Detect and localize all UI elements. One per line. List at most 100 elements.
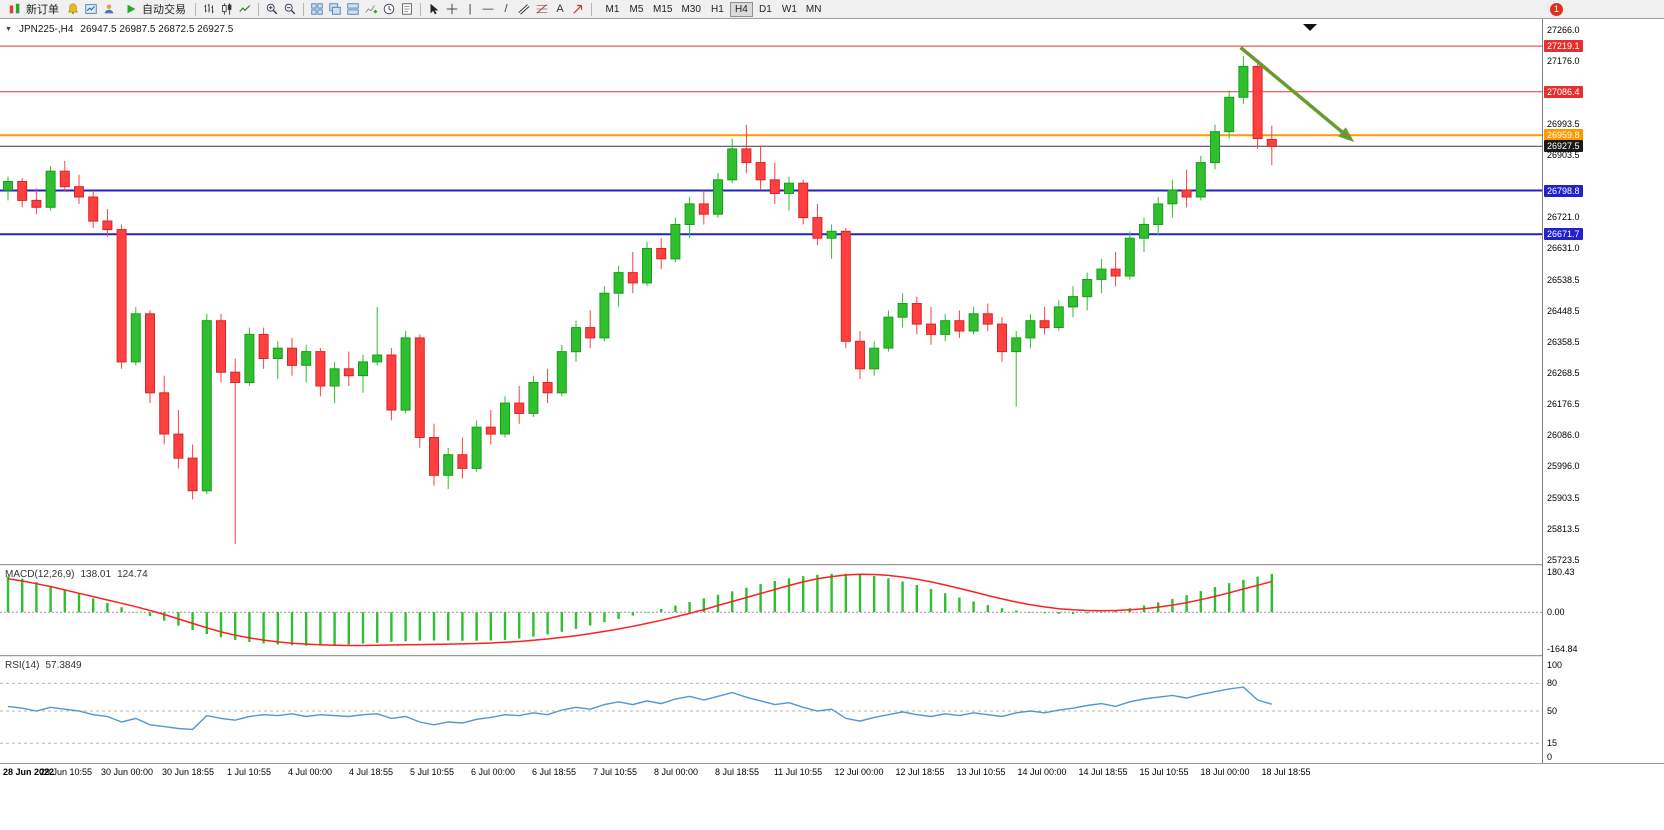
time-axis-label: 12 Jul 00:00 xyxy=(834,767,884,777)
timeframe-M30[interactable]: M30 xyxy=(681,3,701,15)
macd-axis-label: -164.84 xyxy=(1547,644,1578,654)
price-axis-label: 26268.5 xyxy=(1547,367,1580,378)
toolbar-separator xyxy=(303,2,304,16)
macd-plot xyxy=(0,573,1542,647)
price-chart[interactable]: ▼ JPN225-,H4 26947.5 26987.5 26872.5 269… xyxy=(0,19,1542,564)
price-axis-label: 26927.5 xyxy=(1544,140,1583,153)
alerts-icon[interactable] xyxy=(65,1,81,17)
price-axis[interactable]: 27266.0 27219.1 27176.0 27086.4 26993.5 26959… xyxy=(1542,19,1664,763)
candlestick-chart-icon[interactable] xyxy=(219,1,235,17)
rsi-axis-label: 15 xyxy=(1547,738,1558,749)
timeframe-M1[interactable]: M1 xyxy=(605,3,620,15)
zoom-out-icon[interactable] xyxy=(282,1,298,17)
macd-signal-line xyxy=(7,573,1272,647)
price-axis-label: 26176.5 xyxy=(1547,399,1580,410)
community-icon[interactable] xyxy=(101,1,117,17)
timeframe-H4[interactable]: H4 xyxy=(729,1,753,17)
trendline-tool-icon[interactable]: / xyxy=(504,3,508,15)
arrange-windows-icon[interactable] xyxy=(345,1,361,17)
time-axis-label: 14 Jul 00:00 xyxy=(1017,767,1067,777)
timeframe-M5[interactable]: M5 xyxy=(629,3,644,15)
price-axis-label: 26671.7 xyxy=(1544,228,1583,241)
candlestick-plot xyxy=(0,24,1542,544)
cascade-windows-icon[interactable] xyxy=(327,1,343,17)
rsi-panel[interactable]: RSI(14) 57.3849 xyxy=(0,657,1542,762)
price-axis-label: 27086.4 xyxy=(1544,85,1583,98)
macd-axis-label: 0.00 xyxy=(1547,607,1565,618)
new-order-button[interactable]: 新订单 xyxy=(3,1,63,18)
bar-chart-icon[interactable] xyxy=(201,1,217,17)
price-axis-label: 25903.5 xyxy=(1547,493,1580,504)
line-chart-icon[interactable] xyxy=(237,1,253,17)
indicators-icon[interactable] xyxy=(363,1,379,17)
price-axis-label: 25723.5 xyxy=(1547,555,1580,565)
timeframe-group: M1 M5 M15 M30 H1 H4 D1 W1 MN xyxy=(601,1,825,17)
timeframe-W1[interactable]: W1 xyxy=(781,3,797,15)
timeframe-M15[interactable]: M15 xyxy=(653,3,673,15)
rsi-line xyxy=(7,686,1272,731)
time-axis[interactable]: 28 Jun 2022 29 Jun 10:55 30 Jun 00:00 30 Ju… xyxy=(0,763,1664,781)
rsi-value: 57.3849 xyxy=(45,660,82,671)
rsi-axis-label: 50 xyxy=(1547,706,1558,716)
cursor-icon[interactable] xyxy=(426,1,442,17)
trend-arrow xyxy=(1239,46,1355,142)
arrows-tool-icon[interactable] xyxy=(570,1,586,17)
time-axis-label: 29 Jun 10:55 xyxy=(39,767,93,777)
price-axis-label: 26358.5 xyxy=(1547,336,1580,347)
horizontal-line-tool-icon[interactable]: — xyxy=(482,3,494,15)
rsi-label: RSI(14) 57.3849 xyxy=(5,660,82,671)
time-axis-label: 30 Jun 00:00 xyxy=(100,767,154,777)
time-axis-label: 8 Jul 18:55 xyxy=(714,767,760,777)
price-axis-label: 26086.0 xyxy=(1547,430,1580,441)
hlines-layer xyxy=(0,45,1542,236)
time-axis-label: 30 Jun 18:55 xyxy=(161,767,215,777)
timeframe-H1[interactable]: H1 xyxy=(711,3,724,15)
macd-axis-label: 180.43 xyxy=(1547,567,1575,577)
macd-main-value: 138.01 xyxy=(80,569,112,580)
clock-icon[interactable] xyxy=(381,1,397,17)
chart-collapse-icon[interactable]: ▼ xyxy=(5,26,12,33)
rsi-plot xyxy=(0,682,1542,744)
time-axis-label: 7 Jul 10:55 xyxy=(592,767,638,777)
tile-windows-icon[interactable] xyxy=(309,1,325,17)
vertical-line-tool-icon[interactable]: | xyxy=(468,3,472,15)
auto-trading-label: 自动交易 xyxy=(142,4,186,16)
notification-badge[interactable]: 1 xyxy=(1550,2,1563,16)
crosshair-icon[interactable] xyxy=(444,1,460,17)
timeframe-MN[interactable]: MN xyxy=(805,3,822,15)
price-axis-label: 26798.8 xyxy=(1544,184,1583,197)
rsi-axis-label: 100 xyxy=(1547,660,1563,670)
panel-divider[interactable] xyxy=(0,655,1664,657)
price-axis-label: 26448.5 xyxy=(1547,305,1580,316)
rsi-levels xyxy=(0,682,1542,744)
time-axis-label: 4 Jul 18:55 xyxy=(348,767,394,777)
price-axis-label: 27266.0 xyxy=(1547,25,1580,35)
panel-divider[interactable] xyxy=(0,564,1664,566)
price-axis-label: 26903.5 xyxy=(1547,149,1580,160)
time-axis-label: 4 Jul 00:00 xyxy=(287,767,333,777)
time-axis-label: 18 Jul 18:55 xyxy=(1261,767,1311,777)
rsi-axis-label: 0 xyxy=(1547,752,1553,762)
text-tool-icon[interactable]: A xyxy=(556,3,564,15)
chart-symbol-period: JPN225-,H4 xyxy=(18,24,74,35)
channel-tool-icon[interactable] xyxy=(516,1,532,17)
price-axis-label: 25813.5 xyxy=(1547,524,1580,535)
play-icon xyxy=(123,1,139,17)
toolbar-separator xyxy=(258,2,259,16)
time-axis-label: 12 Jul 18:55 xyxy=(895,767,945,777)
price-axis-label: 26993.5 xyxy=(1547,118,1580,129)
main-toolbar: 新订单 自动交易 xyxy=(0,0,1664,19)
time-axis-label: 11 Jul 10:55 xyxy=(773,767,823,777)
timeframe-D1[interactable]: D1 xyxy=(759,3,772,15)
fibonacci-tool-icon[interactable] xyxy=(534,1,550,17)
time-axis-label: 1 Jul 10:55 xyxy=(226,767,272,777)
price-axis-label: 26959.8 xyxy=(1544,129,1583,142)
auto-trading-button[interactable]: 自动交易 xyxy=(119,1,190,18)
price-axis-label: 26721.0 xyxy=(1547,212,1580,223)
templates-icon[interactable] xyxy=(399,1,415,17)
candles-layer xyxy=(3,56,1277,544)
time-axis-label: 13 Jul 10:55 xyxy=(956,767,1006,777)
zoom-in-icon[interactable] xyxy=(264,1,280,17)
macd-panel[interactable]: MACD(12,26,9) 138.01 124.74 xyxy=(0,566,1542,655)
market-watch-icon[interactable] xyxy=(83,1,99,17)
